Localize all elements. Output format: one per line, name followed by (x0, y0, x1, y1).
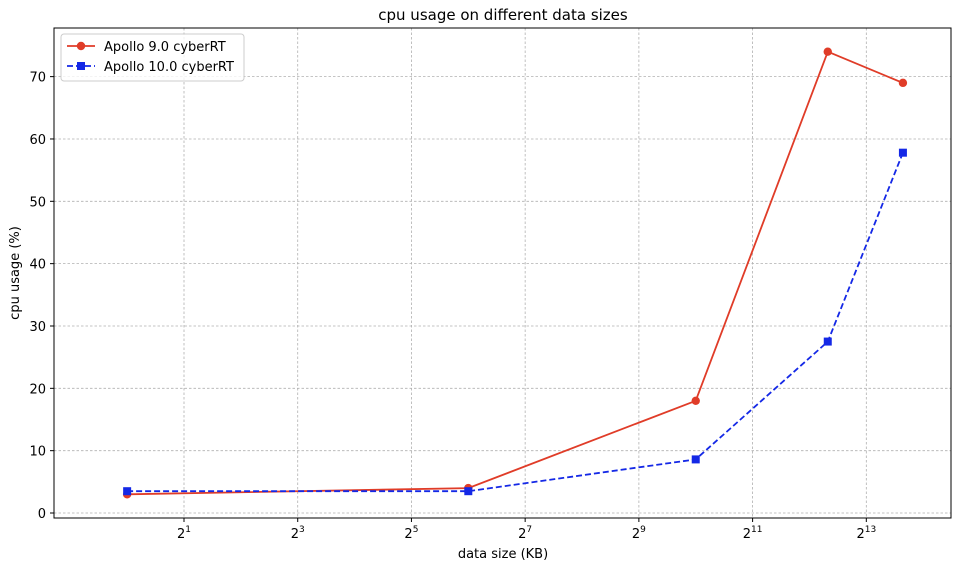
chart-title: cpu usage on different data sizes (378, 6, 628, 24)
y-tick-label: 70 (29, 71, 46, 86)
x-tick-label: 29 (632, 525, 646, 542)
data-point (464, 487, 473, 496)
x-tick-label: 23 (291, 525, 305, 542)
y-tick-label: 60 (29, 133, 46, 148)
x-axis-label: data size (KB) (458, 547, 548, 562)
data-point (123, 487, 132, 496)
y-axis: 0 10 20 30 40 50 60 70 (29, 71, 54, 522)
y-tick-label: 10 (29, 445, 46, 460)
legend: Apollo 9.0 cyberRT Apollo 10.0 cyberRT (60, 33, 245, 82)
x-tick-label: 211 (743, 525, 763, 542)
x-axis: 21 23 25 27 29 211 213 (177, 518, 876, 542)
grid (54, 28, 951, 518)
y-axis-label: cpu usage (%) (8, 226, 23, 320)
series-2 (123, 148, 907, 496)
x-tick-label: 213 (856, 525, 876, 542)
data-point (691, 396, 700, 405)
x-tick-label: 27 (518, 525, 532, 542)
series-1 (122, 47, 908, 499)
x-tick-label: 25 (404, 525, 418, 542)
legend-label: Apollo 10.0 cyberRT (104, 60, 234, 75)
x-tick-label: 21 (177, 525, 191, 542)
series-layer (122, 47, 908, 499)
legend-marker (76, 41, 86, 51)
data-point (898, 148, 907, 157)
data-point (823, 337, 832, 346)
data-point (691, 455, 700, 464)
legend-label: Apollo 9.0 cyberRT (104, 40, 226, 55)
data-point (823, 47, 832, 56)
y-tick-label: 0 (38, 507, 46, 522)
series-line (127, 50, 904, 496)
data-point (898, 78, 908, 88)
legend-box (60, 33, 245, 82)
y-tick-label: 30 (29, 320, 46, 335)
plot-area (53, 27, 952, 519)
y-tick-label: 40 (29, 258, 46, 273)
series-line (127, 152, 904, 493)
legend-marker (77, 62, 85, 70)
y-tick-label: 20 (29, 382, 46, 397)
y-tick-label: 50 (29, 195, 46, 210)
